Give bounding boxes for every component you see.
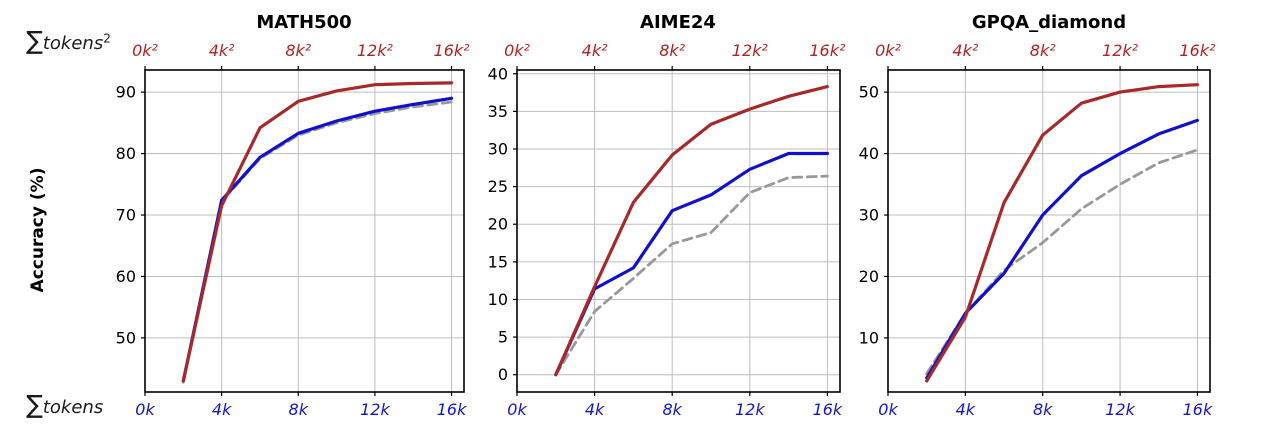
series-line-gray-dashed [181,100,453,384]
y-tick-label: 30 [488,139,508,158]
x-tick-label-bottom: 8k [289,400,309,419]
y-tick-label: 20 [859,267,879,286]
x-tick-label-top: 4k² [582,41,608,60]
x-tick-label-bottom: 4k [585,400,605,419]
x-tick-label-top: 0k² [132,41,158,60]
x-tick-label-top: 12k² [1102,41,1139,60]
x-tick-label-bottom: 16k [437,400,467,419]
y-tick-label: 80 [116,144,136,163]
y-tick-label: 40 [488,64,508,83]
x-tick-label-top: 16k² [1179,41,1216,60]
y-tick-label: 30 [859,206,879,225]
y-tick-label: 90 [116,83,136,102]
y-tick-label: 5 [498,328,508,347]
plot-spine [516,69,841,393]
x-tick-label-bottom: 4k [956,400,976,419]
y-tick-label: 50 [116,328,136,347]
chart-title-aime24: AIME24 [640,12,716,33]
series-line-red-solid [554,84,830,377]
y-tick-label: 40 [859,144,879,163]
y-tick-label: 70 [116,206,136,225]
x-tick-label-top: 16k² [809,41,846,60]
sigma-symbol: ∑ [26,26,43,55]
x-tick-label-bottom: 12k [735,400,765,419]
x-tick-label-top: 4k² [952,41,978,60]
bottom-axis-word: tokens [42,397,104,418]
x-tick-label-top: 8k² [1030,41,1056,60]
y-tick-label: 20 [488,215,508,234]
y-tick-label: 10 [859,328,879,347]
series-line-red-solid [925,83,1200,383]
series-line-gray-dashed [925,148,1199,376]
plot-spine [887,69,1211,393]
x-tick-label-bottom: 4k [212,400,232,419]
series-line-gray-dashed [554,174,829,377]
series-line-blue-solid [554,151,830,377]
y-tick-label: 0 [498,365,508,384]
x-tick-label-top: 8k² [659,41,685,60]
y-tick-label: 25 [488,177,508,196]
x-tick-label-bottom: 0k [507,400,527,419]
top-axis-word: tokens [42,33,104,54]
x-tick-label-top: 8k² [285,41,311,60]
x-tick-label-top: 4k² [209,41,235,60]
x-tick-label-top: 12k² [357,41,394,60]
series-line-red-solid [181,81,454,383]
x-tick-label-bottom: 0k [878,400,898,419]
x-tick-label-top: 12k² [732,41,769,60]
series-line-blue-solid [925,118,1200,380]
x-tick-label-top: 0k² [875,41,901,60]
chart-title-gpqa-diamond: GPQA_diamond [971,12,1127,33]
x-tick-label-top: 16k² [434,41,471,60]
x-tick-label-top: 0k² [504,41,530,60]
top-axis-superscript: 2 [103,31,111,46]
top-axis-title: ∑tokens2 [26,26,111,55]
y-tick-label: 50 [859,83,879,102]
x-tick-label-bottom: 8k [662,400,682,419]
chart-title-math500: MATH500 [256,12,352,33]
y-tick-label: 60 [116,267,136,286]
y-tick-label: 10 [488,290,508,309]
sigma-symbol: ∑ [26,390,43,419]
x-tick-label-bottom: 12k [1105,400,1135,419]
y-tick-label: 15 [488,252,508,271]
series-line-blue-solid [181,96,454,383]
x-tick-label-bottom: 12k [360,400,390,419]
plot-spine [144,69,465,393]
x-tick-label-bottom: 16k [813,400,843,419]
y-axis-title: Accuracy (%) [28,167,48,293]
x-tick-label-bottom: 0k [135,400,155,419]
y-tick-label: 35 [488,102,508,121]
x-tick-label-bottom: 16k [1183,400,1213,419]
bottom-axis-title: ∑tokens [26,390,103,419]
x-tick-label-bottom: 8k [1033,400,1053,419]
